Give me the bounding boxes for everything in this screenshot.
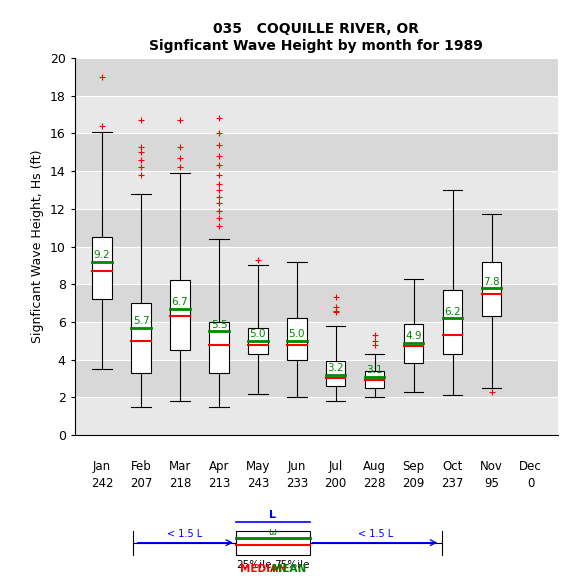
Text: 218: 218 (168, 477, 191, 490)
Text: Feb: Feb (131, 460, 151, 473)
Text: ω: ω (269, 527, 277, 537)
Bar (75, 171, 558, 209)
Text: Jan: Jan (93, 460, 111, 473)
Bar (287, 318, 306, 360)
Bar (75, 58, 558, 96)
Text: 6.2: 6.2 (444, 307, 461, 317)
Text: Oct: Oct (442, 460, 463, 473)
Bar (75, 360, 558, 397)
Text: MEDIAN: MEDIAN (240, 564, 286, 575)
Text: 0: 0 (527, 477, 534, 490)
Y-axis label: Signficant Wave Height, Hs (ft): Signficant Wave Height, Hs (ft) (31, 150, 44, 343)
Bar (404, 324, 423, 363)
Bar (92, 237, 112, 299)
Text: 75%ile: 75%ile (274, 560, 309, 570)
Bar (75, 96, 558, 133)
Text: MEAN: MEAN (271, 564, 306, 575)
Text: 5.0: 5.0 (250, 329, 266, 339)
Bar (443, 290, 462, 354)
Text: 3.2: 3.2 (328, 363, 344, 374)
Title: 035   COQUILLE RIVER, OR
Signficant Wave Height by month for 1989: 035 COQUILLE RIVER, OR Signficant Wave H… (150, 23, 483, 53)
Text: 209: 209 (402, 477, 425, 490)
Bar (75, 246, 558, 284)
Bar (170, 281, 190, 350)
Bar (236, 531, 309, 555)
Text: 213: 213 (208, 477, 230, 490)
Text: 228: 228 (363, 477, 386, 490)
Text: Mar: Mar (168, 460, 191, 473)
Text: 7.8: 7.8 (484, 277, 500, 287)
Text: Sep: Sep (402, 460, 425, 473)
Text: 207: 207 (130, 477, 152, 490)
Text: 95: 95 (484, 477, 499, 490)
Text: Dec: Dec (519, 460, 542, 473)
Text: Jul: Jul (328, 460, 343, 473)
Text: < 1.5 L: < 1.5 L (167, 529, 202, 539)
Text: 9.2: 9.2 (94, 250, 110, 260)
Bar (482, 262, 501, 316)
Text: 233: 233 (286, 477, 308, 490)
Text: Aug: Aug (363, 460, 386, 473)
Bar (75, 284, 558, 322)
Bar (248, 328, 267, 354)
Bar (75, 209, 558, 246)
Bar (75, 397, 558, 435)
Text: 5.0: 5.0 (289, 329, 305, 339)
Text: 243: 243 (247, 477, 269, 490)
Text: 25%ile: 25%ile (236, 560, 271, 570)
Text: May: May (246, 460, 270, 473)
Bar (131, 303, 151, 373)
Bar (75, 133, 558, 171)
Text: L: L (269, 510, 276, 520)
Text: 5.5: 5.5 (210, 320, 227, 330)
Bar (209, 322, 229, 373)
Bar (365, 371, 385, 388)
Text: Jun: Jun (288, 460, 306, 473)
Text: 6.7: 6.7 (172, 298, 189, 307)
Text: Nov: Nov (480, 460, 503, 473)
Bar (326, 361, 346, 386)
Text: 4.9: 4.9 (405, 331, 422, 341)
Text: 242: 242 (91, 477, 113, 490)
Text: < 1.5 L: < 1.5 L (358, 529, 393, 539)
Text: 200: 200 (325, 477, 347, 490)
Bar (75, 322, 558, 360)
Text: 237: 237 (442, 477, 464, 490)
Text: Apr: Apr (209, 460, 229, 473)
Text: 3.1: 3.1 (366, 365, 383, 375)
Text: 5.7: 5.7 (133, 316, 150, 326)
